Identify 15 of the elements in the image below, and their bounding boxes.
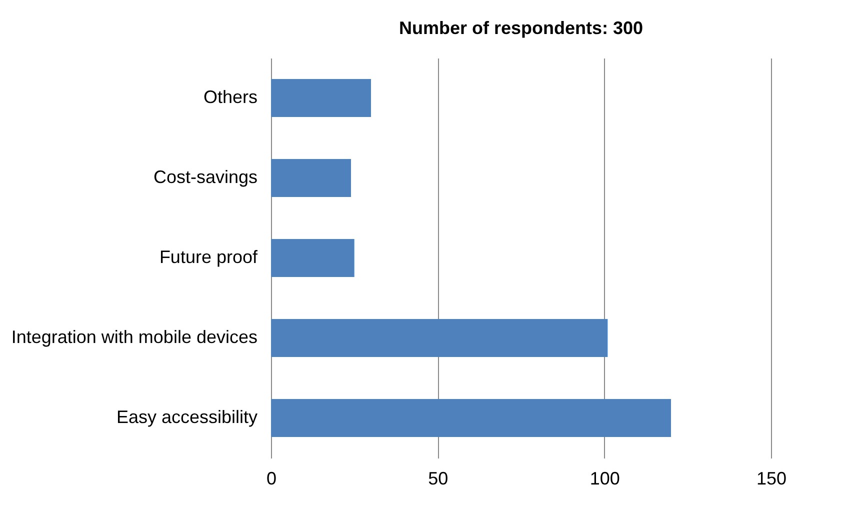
bar — [271, 239, 354, 277]
chart-title: Number of respondents: 300 — [398, 18, 644, 38]
x-tick-label: 100 — [590, 468, 620, 488]
bar — [271, 319, 608, 357]
x-tick-label: 0 — [266, 468, 277, 488]
y-tick-label: Cost-savings — [153, 167, 258, 187]
y-tick-label: Easy accessibility — [116, 407, 258, 427]
bar — [271, 79, 371, 117]
bar — [271, 399, 671, 437]
y-tick-label: Others — [203, 87, 258, 107]
x-tick-label: 50 — [428, 468, 448, 488]
bar — [271, 159, 351, 197]
y-tick-label: Integration with mobile devices — [11, 327, 258, 347]
y-tick-label: Future proof — [159, 247, 258, 267]
x-tick-label: 150 — [756, 468, 787, 488]
